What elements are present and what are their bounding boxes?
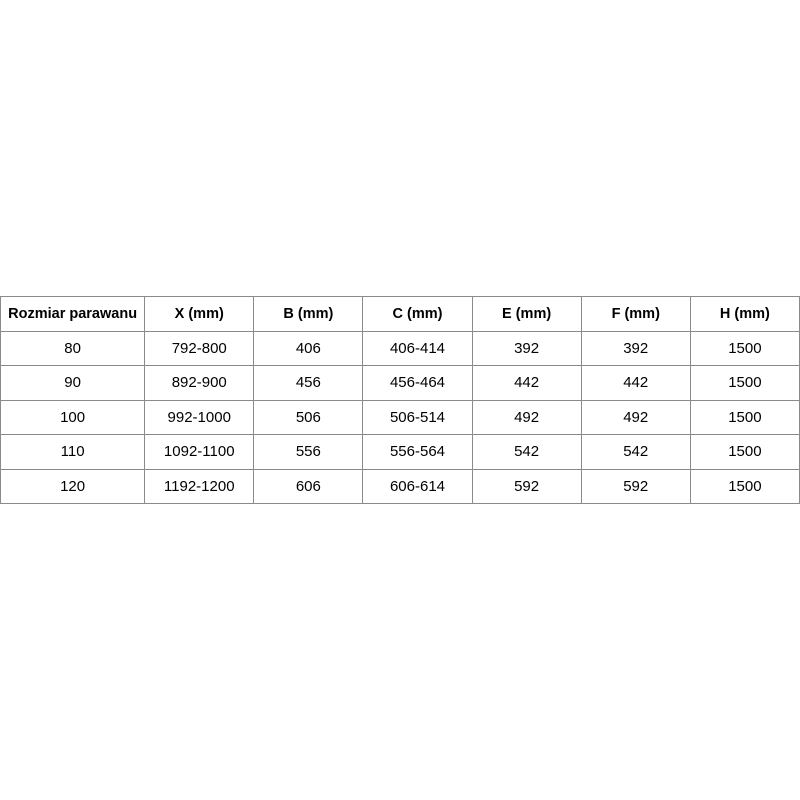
table-cell: 792-800 [144, 330, 255, 366]
table-cell: 1500 [689, 330, 800, 366]
column-header: H (mm) [689, 296, 800, 332]
table-cell: 442 [471, 365, 582, 401]
table-cell: 456 [253, 365, 364, 401]
table-cell: 456-464 [362, 365, 473, 401]
table-cell: 1092-1100 [144, 434, 255, 470]
table-row: 80 792-800 406 406-414 392 392 1500 [0, 330, 800, 366]
table-cell: 1500 [689, 434, 800, 470]
table-cell: 606 [253, 468, 364, 504]
column-header: C (mm) [362, 296, 473, 332]
table-cell: 492 [471, 399, 582, 435]
table-cell: 556 [253, 434, 364, 470]
column-header: X (mm) [144, 296, 255, 332]
table-cell: 1500 [689, 399, 800, 435]
table-cell: 492 [580, 399, 691, 435]
column-header: Rozmiar parawanu [0, 296, 146, 332]
table-cell: 506-514 [362, 399, 473, 435]
table-cell: 1192-1200 [144, 468, 255, 504]
table-cell: 556-564 [362, 434, 473, 470]
table-cell: 406 [253, 330, 364, 366]
table-cell: 892-900 [144, 365, 255, 401]
table-cell: 1500 [689, 468, 800, 504]
table-cell: 392 [580, 330, 691, 366]
table-cell: 100 [0, 399, 146, 435]
table-row: 110 1092-1100 556 556-564 542 542 1500 [0, 434, 800, 470]
table-cell: 392 [471, 330, 582, 366]
table-cell: 542 [471, 434, 582, 470]
table-cell: 542 [580, 434, 691, 470]
table-cell: 506 [253, 399, 364, 435]
table-row: 120 1192-1200 606 606-614 592 592 1500 [0, 468, 800, 504]
column-header: F (mm) [580, 296, 691, 332]
table-cell: 442 [580, 365, 691, 401]
table-cell: 592 [580, 468, 691, 504]
table-cell: 90 [0, 365, 146, 401]
dimensions-table: Rozmiar parawanu X (mm) B (mm) C (mm) E (mm)… [0, 296, 800, 504]
table-cell: 110 [0, 434, 146, 470]
table-row: 90 892-900 456 456-464 442 442 1500 [0, 365, 800, 401]
column-header: B (mm) [253, 296, 364, 332]
table-cell: 80 [0, 330, 146, 366]
table-cell: 592 [471, 468, 582, 504]
header-row: Rozmiar parawanu X (mm) B (mm) C (mm) E (mm)… [0, 296, 800, 332]
table-cell: 406-414 [362, 330, 473, 366]
table-cell: 992-1000 [144, 399, 255, 435]
table-cell: 606-614 [362, 468, 473, 504]
table-cell: 120 [0, 468, 146, 504]
column-header: E (mm) [471, 296, 582, 332]
table-cell: 1500 [689, 365, 800, 401]
table-row: 100 992-1000 506 506-514 492 492 1500 [0, 399, 800, 435]
